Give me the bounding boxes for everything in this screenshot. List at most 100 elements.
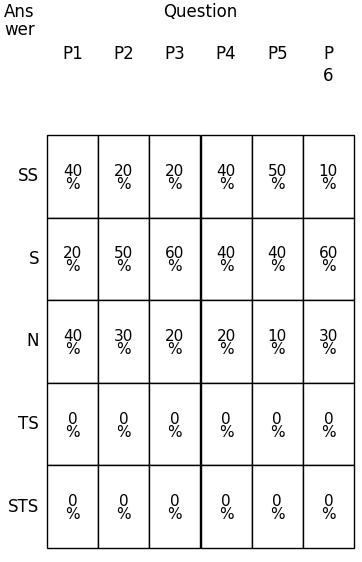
Bar: [150, 465, 201, 548]
Text: P
6: P 6: [323, 45, 334, 85]
Bar: [303, 135, 354, 217]
Text: %: %: [117, 260, 131, 274]
Text: %: %: [321, 507, 336, 522]
Bar: [98, 135, 150, 217]
Text: 0: 0: [221, 494, 231, 509]
Bar: [47, 217, 98, 300]
Text: Ans: Ans: [4, 3, 35, 21]
Text: P3: P3: [165, 45, 185, 63]
Text: 20: 20: [63, 246, 82, 261]
Bar: [98, 300, 150, 383]
Text: 0: 0: [273, 411, 282, 427]
Bar: [47, 465, 98, 548]
Text: %: %: [321, 260, 336, 274]
Text: %: %: [219, 425, 233, 439]
Text: wer: wer: [4, 21, 35, 39]
Text: 20: 20: [114, 164, 133, 179]
Text: %: %: [270, 507, 285, 522]
Text: 50: 50: [268, 164, 287, 179]
Text: %: %: [65, 177, 80, 192]
Text: 0: 0: [324, 494, 333, 509]
Text: 10: 10: [319, 164, 338, 179]
Text: P4: P4: [216, 45, 236, 63]
Text: 40: 40: [63, 164, 82, 179]
Text: 0: 0: [68, 494, 77, 509]
Bar: [150, 300, 201, 383]
Text: 0: 0: [170, 494, 180, 509]
Text: 40: 40: [216, 164, 236, 179]
Text: 20: 20: [216, 329, 236, 344]
Text: %: %: [168, 342, 182, 357]
Text: %: %: [65, 260, 80, 274]
Bar: [252, 217, 303, 300]
Bar: [201, 383, 252, 465]
Text: %: %: [270, 260, 285, 274]
Bar: [98, 465, 150, 548]
Text: 0: 0: [273, 494, 282, 509]
Text: P5: P5: [267, 45, 287, 63]
Text: 30: 30: [114, 329, 134, 344]
Text: %: %: [65, 342, 80, 357]
Text: 0: 0: [221, 411, 231, 427]
Text: 0: 0: [170, 411, 180, 427]
Bar: [150, 383, 201, 465]
Text: 60: 60: [165, 246, 185, 261]
Bar: [252, 465, 303, 548]
Text: %: %: [321, 177, 336, 192]
Text: 40: 40: [63, 329, 82, 344]
Text: %: %: [270, 342, 285, 357]
Text: 50: 50: [114, 246, 133, 261]
Bar: [201, 217, 252, 300]
Bar: [98, 217, 150, 300]
Text: TS: TS: [18, 415, 39, 433]
Text: %: %: [168, 177, 182, 192]
Bar: [47, 383, 98, 465]
Text: %: %: [321, 342, 336, 357]
Bar: [252, 135, 303, 217]
Text: Question: Question: [163, 3, 237, 21]
Text: 20: 20: [165, 329, 185, 344]
Bar: [303, 217, 354, 300]
Bar: [150, 135, 201, 217]
Text: 0: 0: [324, 411, 333, 427]
Text: 40: 40: [216, 246, 236, 261]
Text: %: %: [65, 425, 80, 439]
Text: %: %: [219, 507, 233, 522]
Bar: [252, 300, 303, 383]
Text: 30: 30: [319, 329, 338, 344]
Text: N: N: [26, 333, 39, 351]
Bar: [47, 135, 98, 217]
Text: %: %: [168, 260, 182, 274]
Bar: [201, 300, 252, 383]
Bar: [252, 383, 303, 465]
Bar: [150, 217, 201, 300]
Text: STS: STS: [8, 498, 39, 516]
Text: %: %: [117, 425, 131, 439]
Text: %: %: [219, 260, 233, 274]
Text: 0: 0: [119, 411, 129, 427]
Text: P1: P1: [62, 45, 83, 63]
Bar: [98, 383, 150, 465]
Text: %: %: [219, 342, 233, 357]
Text: %: %: [270, 425, 285, 439]
Bar: [303, 300, 354, 383]
Bar: [47, 300, 98, 383]
Text: %: %: [168, 425, 182, 439]
Text: 40: 40: [268, 246, 287, 261]
Text: %: %: [117, 177, 131, 192]
Text: 10: 10: [268, 329, 287, 344]
Text: 0: 0: [68, 411, 77, 427]
Text: SS: SS: [18, 167, 39, 185]
Text: %: %: [65, 507, 80, 522]
Text: 60: 60: [319, 246, 338, 261]
Text: %: %: [117, 342, 131, 357]
Text: %: %: [321, 425, 336, 439]
Text: S: S: [29, 250, 39, 268]
Bar: [201, 465, 252, 548]
Text: 20: 20: [165, 164, 185, 179]
Bar: [201, 135, 252, 217]
Text: 0: 0: [119, 494, 129, 509]
Text: %: %: [117, 507, 131, 522]
Text: %: %: [219, 177, 233, 192]
Bar: [303, 383, 354, 465]
